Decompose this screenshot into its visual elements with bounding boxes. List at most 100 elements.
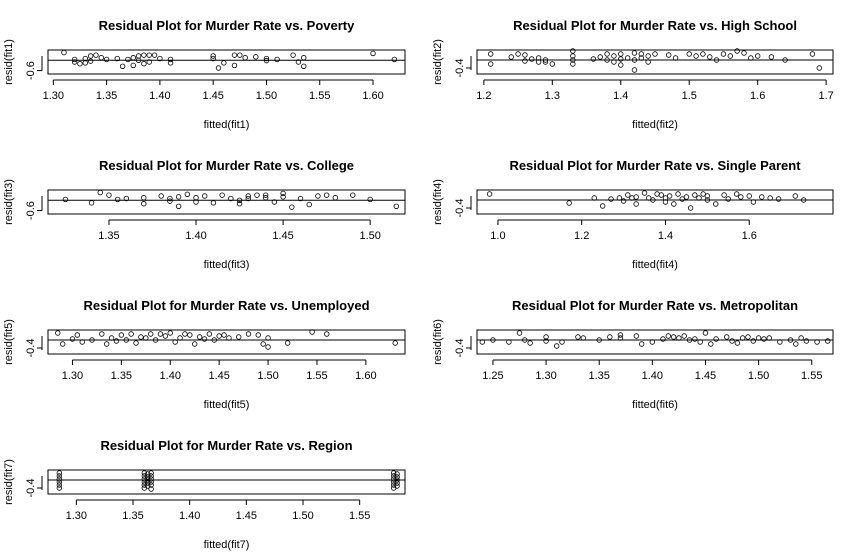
plot-panel-3: Residual Plot for Murder Rate vs. Colleg… bbox=[3, 158, 406, 271]
data-point-5-5 bbox=[89, 337, 95, 343]
data-point-4-3 bbox=[599, 203, 606, 209]
data-point-6-15 bbox=[617, 335, 624, 341]
data-point-3-24 bbox=[254, 192, 260, 198]
data-point-4-7 bbox=[625, 192, 631, 198]
data-point-6-19 bbox=[660, 336, 666, 342]
data-point-1-41 bbox=[301, 55, 307, 61]
data-point-2-1 bbox=[487, 61, 494, 67]
x-tick-label-2-0: 1.2 bbox=[476, 90, 491, 102]
data-point-2-49 bbox=[809, 51, 816, 57]
plot-title-2: Residual Plot for Murder Rate vs. High S… bbox=[513, 18, 797, 33]
x-tick-label-5-5: 1.55 bbox=[306, 370, 327, 382]
plot-panel-5: Residual Plot for Murder Rate vs. Unempl… bbox=[3, 298, 406, 411]
data-point-1-7 bbox=[87, 58, 94, 64]
data-point-4-6 bbox=[620, 198, 627, 204]
y-axis-title-7: resid(fit7) bbox=[3, 459, 15, 505]
data-point-1-29 bbox=[221, 60, 227, 66]
data-point-7-32 bbox=[394, 480, 400, 486]
plot-title-1: Residual Plot for Murder Rate vs. Povert… bbox=[99, 18, 356, 33]
data-point-5-40 bbox=[309, 329, 315, 335]
data-point-2-39 bbox=[707, 54, 713, 60]
data-point-2-14 bbox=[570, 57, 576, 63]
data-point-1-35 bbox=[263, 55, 270, 62]
data-point-3-23 bbox=[245, 195, 251, 202]
data-point-4-22 bbox=[683, 194, 690, 200]
y-tick-label-5-0: -0.4 bbox=[25, 339, 37, 358]
data-point-5-31 bbox=[221, 332, 227, 338]
data-point-7-2 bbox=[56, 476, 63, 482]
data-point-6-17 bbox=[639, 341, 645, 347]
x-tick-label-7-1: 1.35 bbox=[122, 510, 143, 522]
data-point-4-24 bbox=[692, 192, 698, 198]
data-point-2-16 bbox=[590, 56, 597, 62]
data-point-2-6 bbox=[529, 56, 535, 62]
data-point-1-3 bbox=[77, 61, 83, 67]
data-point-1-1 bbox=[71, 59, 78, 65]
data-point-4-4 bbox=[608, 196, 614, 202]
data-point-1-2 bbox=[71, 56, 78, 63]
data-point-6-23 bbox=[681, 333, 687, 339]
x-tick-label-6-1: 1.30 bbox=[535, 370, 556, 382]
data-point-1-43 bbox=[391, 56, 398, 63]
data-point-3-22 bbox=[245, 193, 251, 199]
data-point-5-13 bbox=[133, 340, 139, 346]
x-tick-label-3-1: 1.40 bbox=[185, 230, 206, 242]
data-point-4-25 bbox=[696, 195, 702, 201]
data-point-6-35 bbox=[750, 338, 756, 344]
y-axis-title-3: resid(fit3) bbox=[3, 179, 15, 225]
x-tick-label-1-1: 1.35 bbox=[96, 90, 117, 102]
x-tick-label-3-2: 1.45 bbox=[272, 230, 293, 242]
plot-panel-4: Residual Plot for Murder Rate vs. Single… bbox=[432, 158, 834, 271]
x-tick-label-5-0: 1.30 bbox=[62, 370, 83, 382]
data-point-5-21 bbox=[172, 339, 178, 345]
data-point-1-36 bbox=[263, 57, 270, 64]
data-point-4-17 bbox=[662, 195, 669, 201]
data-point-5-7 bbox=[103, 341, 110, 347]
x-tick-label-5-2: 1.40 bbox=[160, 370, 181, 382]
data-point-6-20 bbox=[665, 333, 671, 339]
data-point-1-40 bbox=[301, 63, 307, 69]
data-point-4-31 bbox=[725, 196, 731, 202]
plot-title-7: Residual Plot for Murder Rate vs. Region bbox=[100, 438, 352, 453]
data-point-6-5 bbox=[527, 340, 533, 346]
data-point-7-29 bbox=[394, 471, 400, 477]
plot-title-5: Residual Plot for Murder Rate vs. Unempl… bbox=[83, 298, 369, 313]
data-point-5-20 bbox=[167, 330, 173, 336]
x-tick-label-5-1: 1.35 bbox=[111, 370, 132, 382]
data-point-6-42 bbox=[798, 335, 804, 341]
data-point-1-33 bbox=[242, 55, 248, 61]
data-point-4-23 bbox=[687, 205, 694, 211]
data-point-4-13 bbox=[650, 197, 656, 203]
data-point-2-46 bbox=[754, 53, 761, 59]
x-tick-label-7-3: 1.45 bbox=[236, 510, 257, 522]
data-point-6-39 bbox=[777, 339, 783, 345]
data-point-2-3 bbox=[515, 51, 521, 57]
data-point-6-24 bbox=[686, 337, 693, 343]
data-point-6-13 bbox=[607, 334, 613, 340]
x-tick-label-3-0: 1.35 bbox=[98, 230, 119, 242]
data-point-4-15 bbox=[658, 192, 664, 198]
data-point-6-21 bbox=[670, 334, 677, 340]
data-point-3-31 bbox=[297, 195, 304, 202]
data-point-3-5 bbox=[123, 195, 130, 202]
y-axis-title-1: resid(fit1) bbox=[3, 39, 15, 85]
x-tick-label-2-3: 1.5 bbox=[682, 90, 697, 102]
x-tick-label-6-4: 1.45 bbox=[695, 370, 716, 382]
data-point-2-30 bbox=[638, 55, 645, 61]
data-point-3-34 bbox=[323, 192, 330, 198]
data-point-7-17 bbox=[148, 470, 154, 476]
data-point-3-25 bbox=[262, 192, 269, 198]
data-point-5-30 bbox=[216, 333, 222, 339]
data-point-2-37 bbox=[693, 53, 699, 59]
data-point-1-14 bbox=[130, 62, 136, 69]
data-point-3-0 bbox=[62, 196, 69, 203]
data-point-2-47 bbox=[768, 54, 775, 60]
data-point-7-33 bbox=[394, 483, 400, 489]
data-point-2-4 bbox=[522, 58, 528, 64]
data-point-2-8 bbox=[535, 55, 542, 61]
data-point-6-29 bbox=[713, 336, 719, 342]
plot-box-4 bbox=[476, 189, 834, 215]
data-point-4-2 bbox=[591, 195, 597, 201]
data-point-5-12 bbox=[128, 331, 134, 337]
